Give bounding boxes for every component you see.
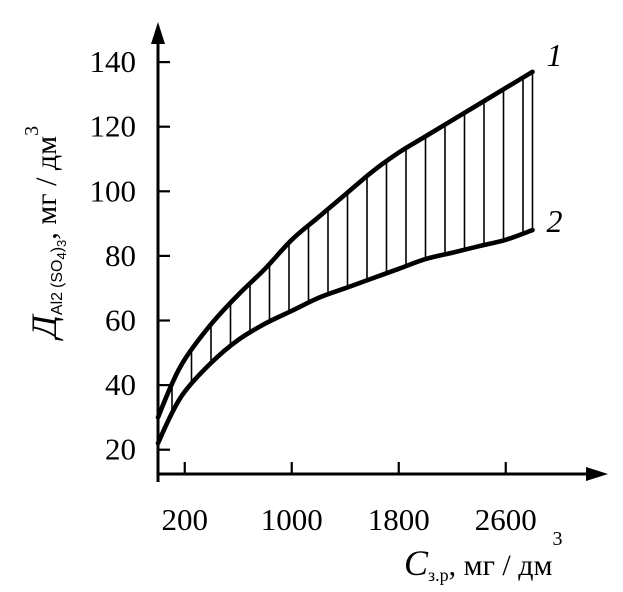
x-axis-separator: , xyxy=(449,549,457,582)
y-axis-subscript-index: 2 xyxy=(49,292,66,301)
y-axis-subscript-group-index: 4 xyxy=(54,252,69,259)
x-tick-label: 1000 xyxy=(261,502,323,537)
x-axis-unit-superscript: 3 xyxy=(553,528,563,550)
y-axis-unit: мг / дм xyxy=(30,136,63,225)
x-axis-symbol: C xyxy=(404,543,429,583)
x-tick-label: 2600 xyxy=(475,502,537,537)
x-axis-label: Cз.р, мг / дм3 xyxy=(404,528,563,585)
y-axis-separator: , xyxy=(30,232,63,240)
y-axis-subscript-group-close: ) xyxy=(49,247,66,252)
shaded-band xyxy=(171,71,524,444)
y-tick-label: 120 xyxy=(90,109,137,144)
y-axis-label: ДAl2 (SO4)3, мг / дм3 xyxy=(21,126,69,341)
y-axis-arrow xyxy=(151,22,165,44)
y-tick-label: 40 xyxy=(105,367,136,402)
y-tick-label: 20 xyxy=(105,432,136,467)
x-axis-subscript: з.р xyxy=(428,565,449,585)
axis-ticks: 200 1000 1800 2600 20 40 60 80 100 120 140 xyxy=(90,44,537,537)
y-tick-label: 80 xyxy=(105,238,136,273)
y-axis-symbol: Д xyxy=(24,313,64,341)
series-curves xyxy=(155,69,535,446)
series-2-label: 2 xyxy=(547,203,563,239)
x-axis-arrow xyxy=(586,467,608,481)
x-tick-label: 200 xyxy=(162,502,209,537)
y-axis-subscript-outer-index: 3 xyxy=(54,240,69,247)
x-tick-label: 1800 xyxy=(368,502,430,537)
y-axis-subscript: Al xyxy=(49,301,66,315)
y-tick-label: 100 xyxy=(90,173,137,208)
series-1-line xyxy=(155,69,535,420)
series-labels: 12 xyxy=(547,37,563,239)
y-axis-subscript-group: (SO xyxy=(49,260,66,288)
x-axis-unit: мг / дм xyxy=(464,549,553,582)
series-1-label: 1 xyxy=(547,37,563,73)
y-tick-label: 60 xyxy=(105,303,136,338)
series-2-line xyxy=(155,227,535,446)
y-tick-label: 140 xyxy=(90,44,137,79)
y-axis-unit-superscript: 3 xyxy=(21,126,43,136)
